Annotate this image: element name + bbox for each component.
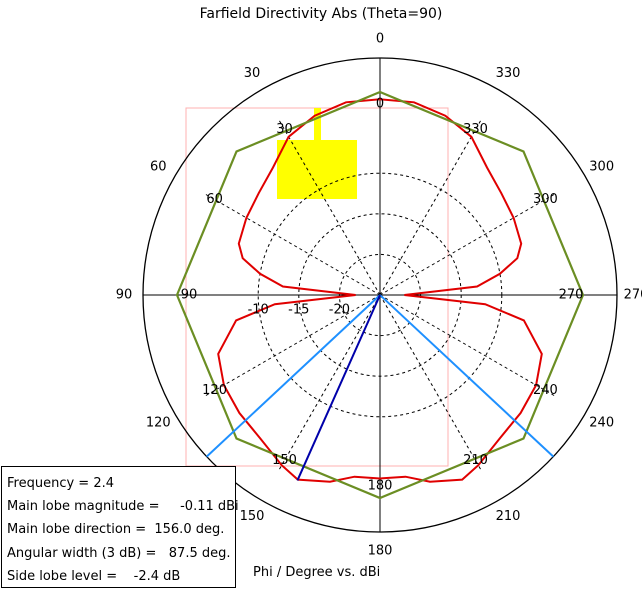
inner-angle-label: 210 (463, 453, 488, 468)
outer-angle-label: 150 (240, 509, 265, 524)
grid-spoke (379, 193, 557, 296)
inner-angle-label: 0 (376, 97, 384, 112)
outer-angle-label: 120 (146, 416, 171, 431)
grid-spoke (203, 193, 381, 296)
outer-angle-label: 0 (376, 32, 384, 47)
grid-spoke (379, 294, 482, 472)
outer-circle (142, 57, 618, 533)
inner-angle-label: 30 (276, 122, 293, 137)
info-main-lobe-direction: Main lobe direction = 156.0 deg. (7, 522, 225, 538)
inner-angle-label: 300 (533, 192, 558, 207)
outer-angle-label: 210 (496, 509, 521, 524)
inner-angle-label: 270 (559, 288, 584, 303)
info-frequency: Frequency = 2.4 (7, 476, 114, 491)
inner-angle-label: 90 (181, 288, 198, 303)
series-2-line (175, 90, 585, 500)
highlight-marker (314, 108, 321, 142)
inner-angle-label: 120 (202, 383, 227, 398)
outer-angle-label: 240 (589, 416, 614, 431)
radial-tick-label: -10 (248, 303, 269, 318)
radial-tick-label: -20 (329, 303, 350, 318)
info-angular-width: Angular width (3 dB) = 87.5 deg. (7, 545, 231, 561)
outer-angle-label: 270 (624, 288, 642, 303)
info-side-lobe-level: Side lobe level = -2.4 dB (7, 568, 181, 584)
grid-spoke (379, 294, 557, 397)
inner-angle-label: 180 (368, 479, 393, 494)
inner-angle-label: 150 (272, 453, 297, 468)
outer-angle-label: 30 (244, 66, 261, 81)
outer-angle-label: 60 (150, 160, 167, 175)
grid-spoke (278, 118, 381, 296)
grid-spoke (203, 294, 381, 397)
highlight-box (277, 140, 357, 199)
beamwidth-line (205, 294, 381, 458)
outer-angle-label: 90 (116, 288, 133, 303)
main-lobe-line (296, 294, 381, 481)
chart-title: Farfield Directivity Abs (Theta=90) (199, 6, 443, 22)
inner-angle-label: 60 (206, 192, 223, 207)
outer-angle-label: 300 (589, 160, 614, 175)
outer-angle-label: 180 (368, 544, 393, 559)
radial-tick-label: -15 (288, 303, 309, 318)
inner-angle-label: 330 (463, 122, 488, 137)
outer-angle-label: 330 (496, 66, 521, 81)
axis-caption: Phi / Degree vs. dBi (253, 565, 381, 580)
info-box: Frequency = 2.4 Main lobe magnitude = -0… (1, 466, 239, 588)
grid-spoke (379, 118, 482, 296)
inner-angle-label: 240 (533, 383, 558, 398)
series-1-line (217, 98, 543, 483)
grid-spoke (278, 294, 381, 472)
info-main-lobe-magnitude: Main lobe magnitude = -0.11 dBi (7, 499, 239, 515)
beamwidth-line (379, 294, 555, 458)
